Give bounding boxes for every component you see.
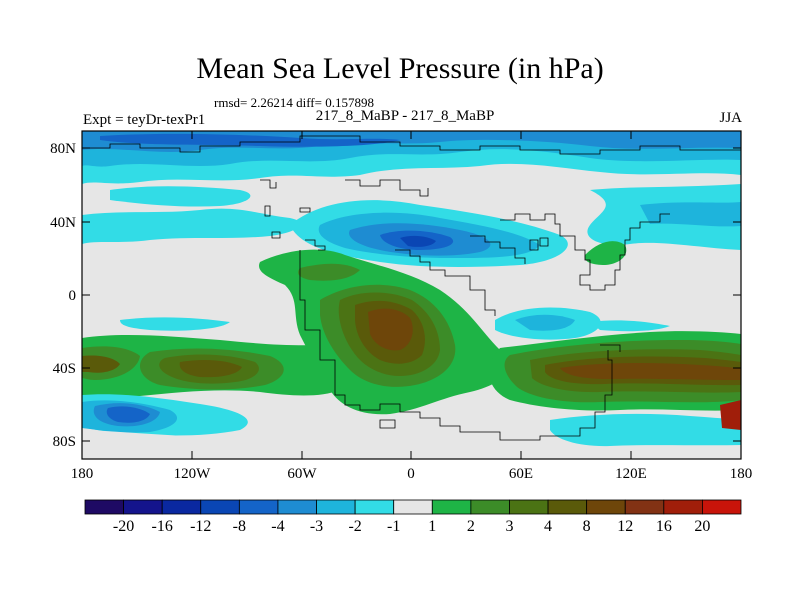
colorbar-swatch xyxy=(702,499,742,515)
coastlines xyxy=(82,135,741,441)
lat-labels: 80N 40N 0 40S 80S xyxy=(50,141,76,450)
colorbar-label: 1 xyxy=(428,518,437,535)
lon-labels: 180 120W 60W 0 60E 120E 180 xyxy=(71,466,753,482)
colorbar-label: -2 xyxy=(348,518,362,535)
plot-title: Mean Sea Level Pressure (in hPa) xyxy=(196,52,604,85)
stats-label: rmsd= 2.26214 diff= 0.157898 xyxy=(214,95,374,110)
lat-tick-label: 80S xyxy=(53,434,76,450)
colorbar-label: -1 xyxy=(387,518,401,535)
axis-ticks xyxy=(82,131,741,459)
colorbar-swatch xyxy=(354,499,395,515)
colorbar-swatch xyxy=(547,499,588,515)
colorbar-swatch xyxy=(200,499,240,515)
colorbar-swatch xyxy=(123,499,163,515)
lat-tick-label: 80N xyxy=(50,141,76,157)
colorbar-label: 4 xyxy=(544,518,553,535)
colorbar-label: -20 xyxy=(112,518,135,535)
colorbar-swatch xyxy=(238,499,279,515)
colorbar-swatch xyxy=(393,499,433,515)
colorbar-label: 20 xyxy=(694,518,711,535)
experiment-label: Expt = teyDr-texPr1 xyxy=(83,112,206,128)
colorbar-label: 2 xyxy=(466,518,475,535)
center-label: 217_8_MaBP - 217_8_MaBP xyxy=(315,108,495,124)
colorbar-swatch xyxy=(84,499,124,515)
pressure-field xyxy=(82,131,741,459)
colorbar-label: -12 xyxy=(190,518,212,535)
colorbar-label: -16 xyxy=(151,518,173,535)
colorbar-label: 8 xyxy=(582,518,591,535)
lon-tick-label: 120W xyxy=(174,466,212,482)
lat-tick-label: 40N xyxy=(50,215,76,231)
lon-tick-label: 180 xyxy=(730,466,753,482)
colorbar-swatch xyxy=(161,499,202,515)
colorbar-swatch xyxy=(431,499,472,515)
colorbar-swatch xyxy=(509,499,549,515)
colorbar-label: 12 xyxy=(617,518,634,535)
colorbar xyxy=(84,499,742,515)
season-label: JJA xyxy=(719,110,742,126)
colorbar-label: 3 xyxy=(505,518,514,535)
lat-tick-label: 40S xyxy=(53,361,76,377)
lon-tick-label: 120E xyxy=(615,466,647,482)
colorbar-swatch xyxy=(470,499,510,515)
lat-tick-label: 0 xyxy=(69,288,77,304)
colorbar-label: -8 xyxy=(232,518,247,535)
lon-tick-label: 180 xyxy=(71,466,94,482)
colorbar-swatch xyxy=(277,499,317,515)
colorbar-swatch xyxy=(624,499,665,515)
colorbar-swatch xyxy=(316,499,356,515)
colorbar-swatch xyxy=(663,499,703,515)
colorbar-label: -3 xyxy=(309,518,324,535)
colorbar-label: -4 xyxy=(271,518,285,535)
lon-tick-label: 0 xyxy=(407,466,415,482)
colorbar-swatch xyxy=(586,499,626,515)
lon-tick-label: 60W xyxy=(287,466,317,482)
colorbar-label: 16 xyxy=(655,518,672,535)
lon-tick-label: 60E xyxy=(509,466,533,482)
